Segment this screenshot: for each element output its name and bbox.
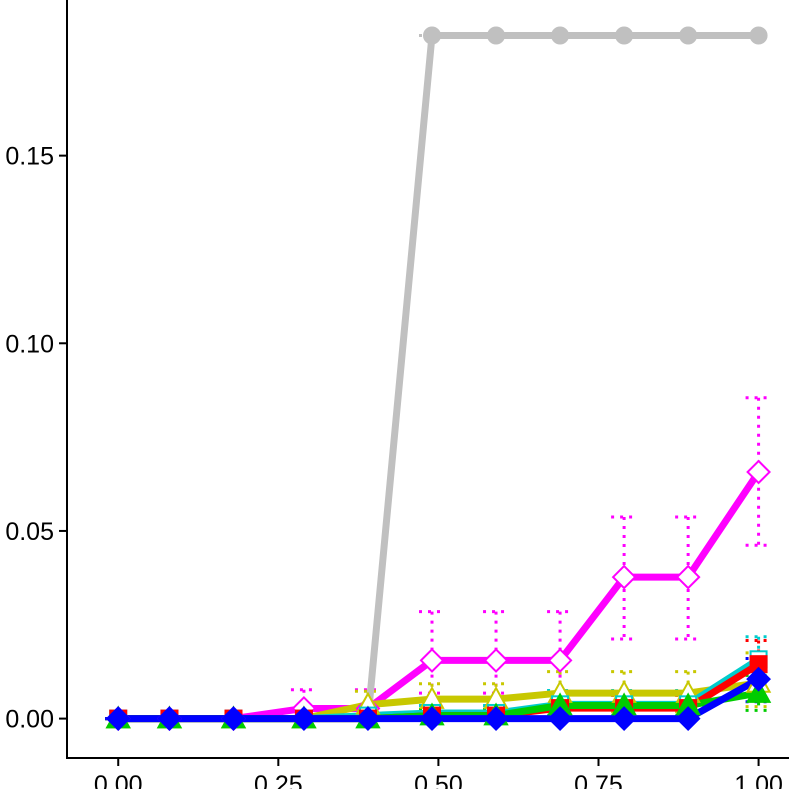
data-point <box>483 648 509 673</box>
x-tick-label: 1.00 <box>734 771 783 789</box>
x-tick-label: 0.50 <box>414 771 463 789</box>
data-point <box>419 648 445 673</box>
data-point <box>615 26 634 45</box>
data-point <box>483 706 509 732</box>
data-point <box>547 706 573 732</box>
y-axis: 0.00 0.05 0.10 0.15 <box>5 143 67 734</box>
data-point <box>551 26 570 45</box>
data-point <box>355 706 381 732</box>
data-point <box>675 706 701 732</box>
x-tick-label: 0.00 <box>94 771 143 789</box>
data-point <box>419 706 445 732</box>
error-bar <box>675 515 702 641</box>
data-point <box>675 564 701 590</box>
data-point <box>291 706 317 732</box>
data-point <box>746 459 771 485</box>
x-axis: 0.00 0.25 0.50 0.75 1.00 <box>94 758 783 789</box>
data-point <box>611 706 637 732</box>
data-point <box>487 26 506 45</box>
data-point <box>105 706 131 732</box>
error-bar <box>745 673 772 712</box>
y-tick-label: 0.05 <box>5 518 54 546</box>
y-tick-label: 0.00 <box>5 706 54 734</box>
data-point <box>745 680 772 703</box>
data-point <box>547 648 573 673</box>
y-tick-label: 0.10 <box>5 330 54 358</box>
x-tick-label: 0.75 <box>574 771 623 789</box>
data-point <box>746 666 771 692</box>
data-point <box>423 26 441 45</box>
data-point <box>749 26 768 45</box>
y-tick-label: 0.15 <box>5 143 54 171</box>
data-point <box>679 26 698 45</box>
data-point <box>157 706 182 732</box>
plot-panel <box>66 0 789 759</box>
data-point <box>611 564 637 590</box>
x-tick-label: 0.25 <box>254 771 303 789</box>
error-bar <box>611 515 638 641</box>
data-point <box>221 706 246 732</box>
data-markers <box>105 26 772 732</box>
